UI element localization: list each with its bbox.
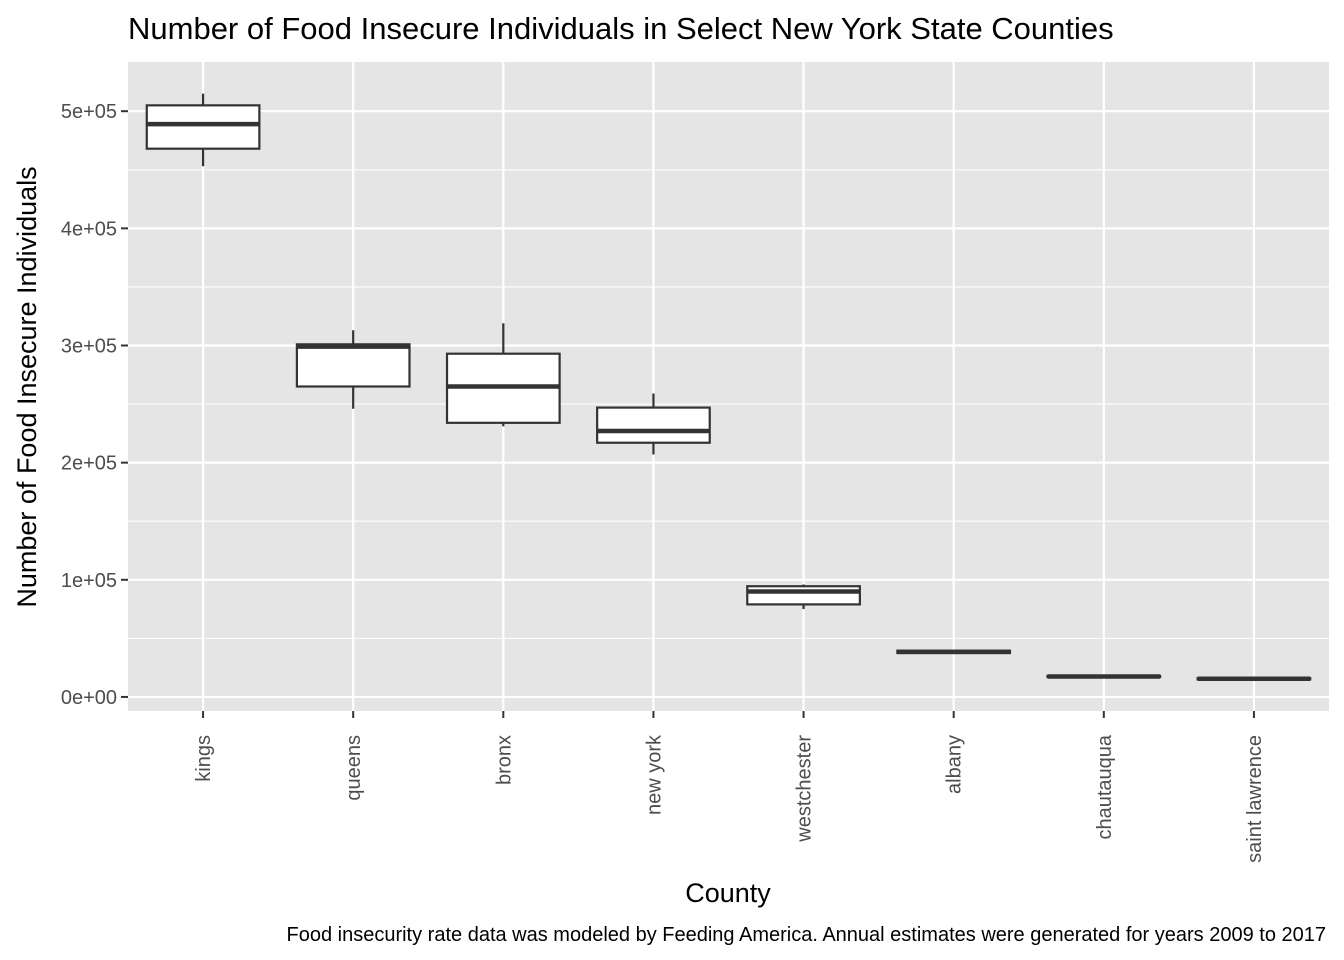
x-tick-label: albany — [944, 735, 966, 794]
y-tick-label: 5e+05 — [61, 101, 117, 123]
y-tick-label: 4e+05 — [61, 218, 117, 240]
y-axis-title: Number of Food Insecure Individuals — [12, 166, 42, 607]
x-tick-label: kings — [193, 735, 215, 782]
y-tick-label: 3e+05 — [61, 335, 117, 357]
x-tick-label: saint lawrence — [1244, 735, 1266, 863]
chart-caption: Food insecurity rate data was modeled by… — [287, 924, 1327, 946]
box-body — [746, 585, 861, 606]
chart-title: Number of Food Insecure Individuals in S… — [128, 11, 1114, 46]
box-queens — [295, 330, 411, 409]
box-series — [145, 93, 1312, 682]
box-albany — [896, 649, 1012, 655]
box-body — [596, 406, 711, 444]
x-tick-label: chautauqua — [1094, 734, 1116, 839]
box-chautauqua — [1046, 674, 1162, 679]
box-westchester — [746, 584, 861, 610]
x-axis-title: County — [685, 878, 771, 908]
y-tick-label: 2e+05 — [61, 453, 117, 475]
box-kings — [145, 93, 261, 167]
x-axis: kings queens bronx new york westchester alban… — [193, 711, 1266, 863]
box-saint-lawrence — [1196, 676, 1312, 682]
y-axis: 0e+00 1e+05 2e+05 3e+05 4e+05 5e+05 — [61, 101, 128, 709]
y-tick-label: 1e+05 — [61, 570, 117, 592]
x-tick-label: bronx — [493, 735, 515, 785]
x-tick-label: queens — [343, 735, 365, 801]
box-bronx — [445, 323, 561, 427]
box-body — [295, 343, 411, 388]
box-body — [145, 104, 261, 150]
x-tick-label: westchester — [794, 735, 816, 843]
y-tick-label: 0e+00 — [61, 687, 117, 709]
x-tick-label: new york — [643, 734, 665, 815]
box-new-york — [596, 393, 711, 455]
